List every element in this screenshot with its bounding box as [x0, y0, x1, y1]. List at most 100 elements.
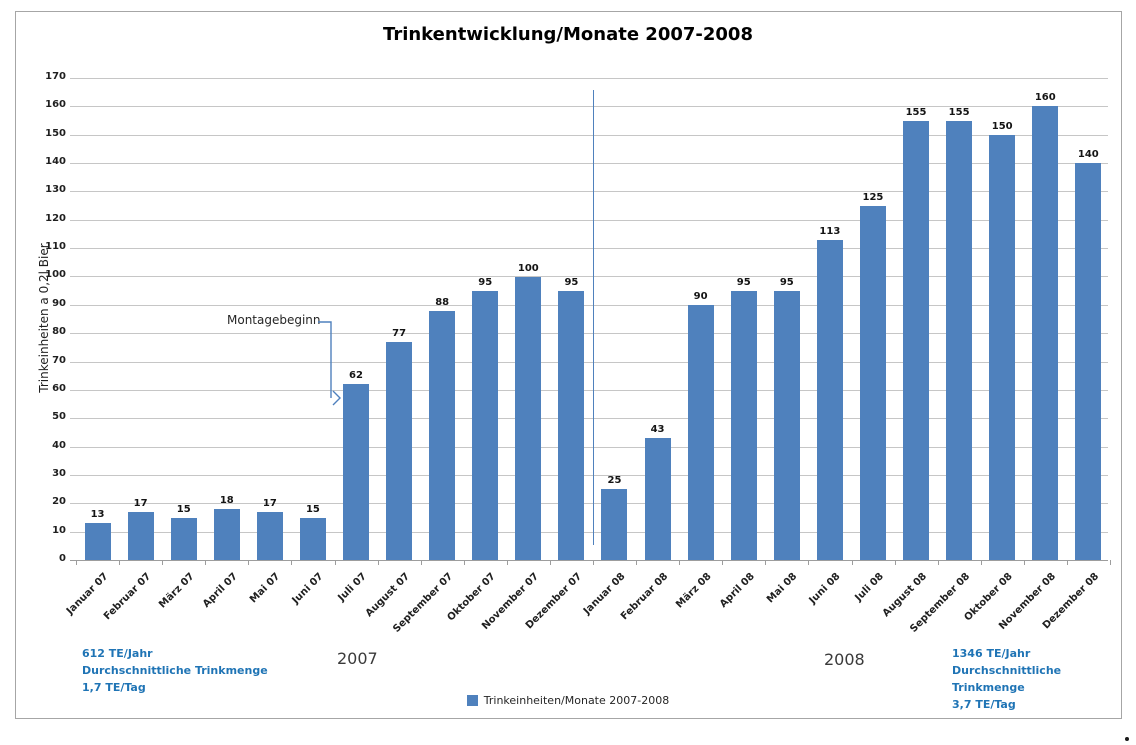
- bar-value-label: 77: [392, 327, 407, 339]
- bar-slot: 15: [162, 78, 205, 560]
- gridline: [70, 503, 1108, 505]
- bar-slot: 88: [421, 78, 464, 560]
- bar-value-label: 62: [349, 370, 363, 382]
- y-tick-label: 100: [45, 269, 66, 281]
- y-tick-label: 90: [52, 297, 66, 309]
- gridline: [70, 248, 1108, 250]
- gridline: [70, 446, 1108, 448]
- x-axis-tick: [894, 560, 896, 565]
- x-axis-tick: [980, 560, 982, 565]
- stats-2008: 1346 TE/Jahr Durchschnittliche Trinkmeng…: [952, 645, 1136, 713]
- x-axis-tick: [1110, 560, 1111, 565]
- bar-slot: 150: [981, 78, 1024, 560]
- bar: [127, 511, 154, 560]
- bar: [601, 489, 628, 560]
- y-axis-title: Trinkeinheiten a 0,2l Bier: [37, 243, 51, 393]
- x-axis-tick: [463, 560, 465, 565]
- x-axis-tick: [1023, 560, 1025, 565]
- bar-slot: 160: [1024, 78, 1067, 560]
- bar: [343, 384, 369, 560]
- stats-2008-line1: 1346 TE/Jahr: [952, 647, 1031, 660]
- bar-value-label: 95: [736, 276, 751, 288]
- gridline: [70, 78, 1108, 79]
- bar-value-label: 95: [478, 276, 493, 288]
- bar-value-label: 25: [607, 475, 622, 487]
- y-tick-label: 10: [52, 524, 66, 536]
- bar: [429, 310, 456, 560]
- bar-value-label: 150: [991, 120, 1013, 132]
- bar: [1032, 106, 1059, 560]
- x-axis-tick: [1066, 560, 1068, 565]
- bar-slot: 17: [119, 78, 162, 560]
- gridline: [70, 418, 1108, 420]
- chart-legend: Trinkeinheiten/Monate 2007-2008: [0, 694, 1136, 707]
- x-axis-tick: [593, 560, 594, 565]
- period-divider-line: [593, 90, 594, 545]
- y-tick-label: 20: [52, 496, 66, 508]
- legend-label: Trinkeinheiten/Monate 2007-2008: [483, 694, 670, 707]
- y-tick-label: 60: [52, 382, 66, 394]
- x-axis-tick: [334, 560, 336, 565]
- x-axis-tick: [76, 560, 77, 565]
- bar-value-label: 43: [650, 424, 665, 436]
- chart-title: Trinkentwicklung/Monate 2007-2008: [383, 24, 753, 45]
- bar-value-label: 155: [905, 106, 927, 118]
- bar: [816, 239, 843, 560]
- gridline: [70, 333, 1108, 335]
- bar-slot: 155: [894, 78, 937, 560]
- gridline: [70, 191, 1108, 193]
- bar-slot: 17: [248, 78, 291, 560]
- bar-slot: 62: [334, 78, 377, 560]
- bar: [213, 509, 240, 560]
- bar-value-label: 17: [262, 497, 277, 509]
- x-axis-tick: [679, 560, 681, 565]
- gridline: [70, 163, 1108, 165]
- bars-layer: 13 17 15 18 17 15 62 77 88 95 100 95 25 43 90 95 95 113 12…: [76, 78, 1110, 560]
- gridline: [70, 276, 1108, 278]
- bar-slot: 95: [464, 78, 507, 560]
- bar-value-label: 125: [862, 191, 884, 203]
- gridline: [70, 134, 1108, 136]
- bar: [84, 523, 111, 560]
- y-tick-label: 40: [52, 439, 66, 451]
- bar: [170, 517, 197, 560]
- bar-slot: 15: [291, 78, 334, 560]
- stray-mark: [1125, 737, 1129, 741]
- bar: [859, 205, 886, 560]
- gridline: [70, 304, 1108, 306]
- year-label-2008: 2008: [824, 650, 865, 669]
- x-axis-tick: [549, 560, 551, 565]
- bar: [773, 290, 800, 560]
- x-axis-tick: [937, 560, 939, 565]
- gridline: [70, 106, 1108, 108]
- x-axis-tick: [205, 560, 207, 565]
- y-tick-label: 120: [45, 212, 66, 224]
- bar-slot: 155: [938, 78, 981, 560]
- bar-value-label: 13: [90, 509, 105, 521]
- y-tick-label: 130: [45, 184, 66, 196]
- stats-2007: 612 TE/Jahr Durchschnittliche Trinkmenge…: [82, 645, 268, 696]
- x-axis-tick: [119, 560, 121, 565]
- bar: [946, 120, 973, 560]
- y-tick-label: 70: [52, 354, 66, 366]
- y-tick-label: 50: [52, 411, 66, 423]
- x-axis-tick: [291, 560, 293, 565]
- x-axis-tick: [377, 560, 379, 565]
- y-tick-label: 110: [45, 241, 66, 253]
- y-tick-label: 150: [45, 127, 66, 139]
- stats-2008-line2: Durchschnittliche Trinkmenge: [952, 664, 1062, 694]
- gridline: [70, 531, 1108, 533]
- y-tick-label: 80: [52, 326, 66, 338]
- x-axis-tick: [851, 560, 853, 565]
- legend-swatch-icon: [466, 695, 478, 706]
- bar: [644, 438, 671, 560]
- x-axis-tick: [765, 560, 767, 565]
- x-axis-tick: [636, 560, 638, 565]
- x-axis-tick: [420, 560, 422, 565]
- year-label-2007: 2007: [337, 649, 378, 668]
- bar-value-label: 17: [133, 497, 148, 509]
- bar: [989, 134, 1016, 560]
- y-tick-label: 30: [52, 467, 66, 479]
- bar-value-label: 15: [176, 503, 191, 515]
- y-tick-label: 170: [45, 71, 66, 82]
